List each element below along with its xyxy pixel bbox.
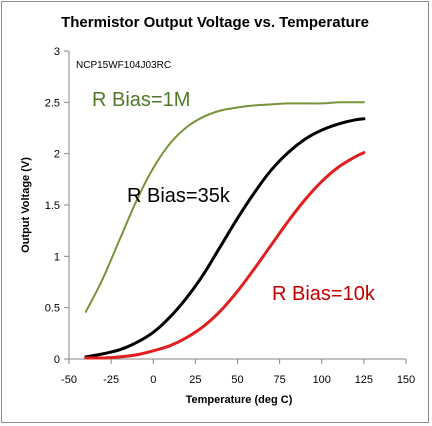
x-tick-label: 25 — [189, 374, 201, 386]
x-tick-label: 0 — [150, 374, 156, 386]
x-tick-label: 75 — [274, 374, 286, 386]
x-axis-ticks: -50 -25 0 25 50 75 100 125 150 — [61, 359, 415, 386]
y-tick-label: 1.5 — [45, 200, 60, 212]
series-label-r-bias-10k: R Bias=10k — [272, 283, 376, 305]
y-axis-ticks: 0 0.5 1 1.5 2 2.5 3 — [45, 46, 69, 366]
y-tick-label: 0 — [54, 354, 60, 366]
part-number-annotation: NCP15WF104J03RC — [76, 60, 171, 71]
y-tick-label: 2.5 — [45, 97, 60, 109]
series-lines — [84, 101, 366, 360]
x-tick-label: 125 — [355, 374, 373, 386]
y-tick-label: 0.5 — [45, 303, 60, 315]
chart-title: Thermistor Output Voltage vs. Temperatur… — [61, 14, 369, 31]
y-tick-label: 1 — [54, 251, 60, 263]
y-tick-label: 3 — [54, 46, 60, 58]
x-tick-label: 150 — [397, 374, 415, 386]
series-label-r-bias-1m: R Bias=1M — [92, 89, 190, 111]
x-axis-label: Temperature (deg C) — [186, 394, 293, 406]
series-line-r-bias-35k — [84, 117, 366, 359]
x-tick-label: 50 — [231, 374, 243, 386]
series-line-r-bias-1m — [84, 101, 365, 313]
x-tick-label: -50 — [61, 374, 77, 386]
x-tick-label: -25 — [103, 374, 119, 386]
series-label-r-bias-35k: R Bias=35k — [127, 185, 231, 207]
series-line-r-bias-10k — [84, 151, 366, 360]
x-tick-label: 100 — [313, 374, 331, 386]
y-axis-label: Output Voltage (V) — [20, 157, 32, 253]
y-tick-label: 2 — [54, 149, 60, 161]
